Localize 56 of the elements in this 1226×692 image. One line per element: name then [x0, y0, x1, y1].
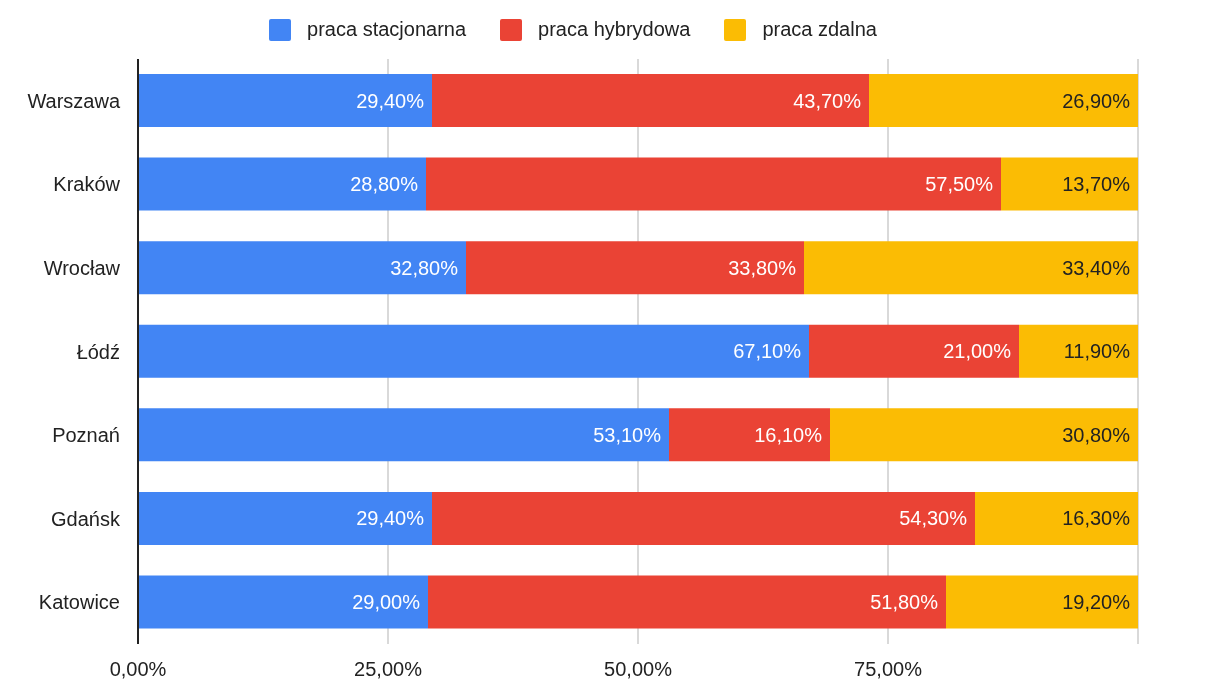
bar [669, 408, 830, 462]
bar [432, 74, 869, 128]
y-tick-label: Katowice [38, 591, 120, 614]
data-label: 29,40% [356, 507, 425, 530]
bar [432, 491, 975, 545]
data-label: 51,80% [870, 590, 939, 613]
bar [830, 408, 1138, 462]
y-tick-label: Poznań [52, 424, 120, 447]
y-tick-label: Gdańsk [51, 507, 121, 530]
data-label: 13,70% [1062, 173, 1131, 196]
bar [138, 74, 432, 128]
data-label: 32,80% [390, 256, 459, 279]
bar [138, 324, 809, 378]
data-label: 53,10% [593, 423, 662, 446]
data-label: 33,40% [1062, 256, 1131, 279]
data-label: 26,90% [1062, 89, 1131, 112]
bar [946, 575, 1138, 629]
data-label: 43,70% [793, 89, 862, 112]
data-label: 21,00% [943, 340, 1012, 363]
data-label: 29,40% [356, 89, 425, 112]
bar [138, 491, 432, 545]
bar [466, 241, 804, 295]
bar [1019, 324, 1138, 378]
y-tick-label: Warszawa [27, 89, 121, 112]
x-tick-label: 0,00% [109, 658, 167, 681]
x-tick-label: 50,00% [604, 658, 673, 681]
x-tick-label: 75,00% [854, 658, 923, 681]
y-tick-label: Kraków [53, 173, 121, 196]
data-label: 29,00% [352, 590, 421, 613]
data-label: 28,80% [350, 173, 419, 196]
bar [426, 157, 1001, 211]
bar [138, 157, 426, 211]
legend-label: praca hybrydowa [538, 18, 691, 41]
data-label: 16,30% [1062, 507, 1131, 530]
bar [804, 241, 1138, 295]
data-label: 67,10% [733, 340, 802, 363]
bar [809, 324, 1019, 378]
data-label: 30,80% [1062, 423, 1131, 446]
data-label: 57,50% [925, 173, 994, 196]
legend-label: praca stacjonarna [307, 18, 467, 41]
data-label: 11,90% [1063, 340, 1131, 363]
bar [428, 575, 946, 629]
bar [869, 74, 1138, 128]
y-tick-label: Wrocław [43, 257, 121, 280]
bar [138, 408, 669, 462]
x-tick-label: 25,00% [354, 658, 423, 681]
y-tick-label: Łódź [76, 340, 120, 363]
bar [138, 575, 428, 629]
data-label: 54,30% [899, 507, 968, 530]
bar [1001, 157, 1138, 211]
data-label: 16,10% [754, 423, 823, 446]
legend-label: praca zdalna [762, 18, 877, 41]
data-label: 33,80% [728, 256, 797, 279]
data-label: 19,20% [1062, 590, 1131, 613]
bar [138, 241, 466, 295]
bar [975, 491, 1138, 545]
